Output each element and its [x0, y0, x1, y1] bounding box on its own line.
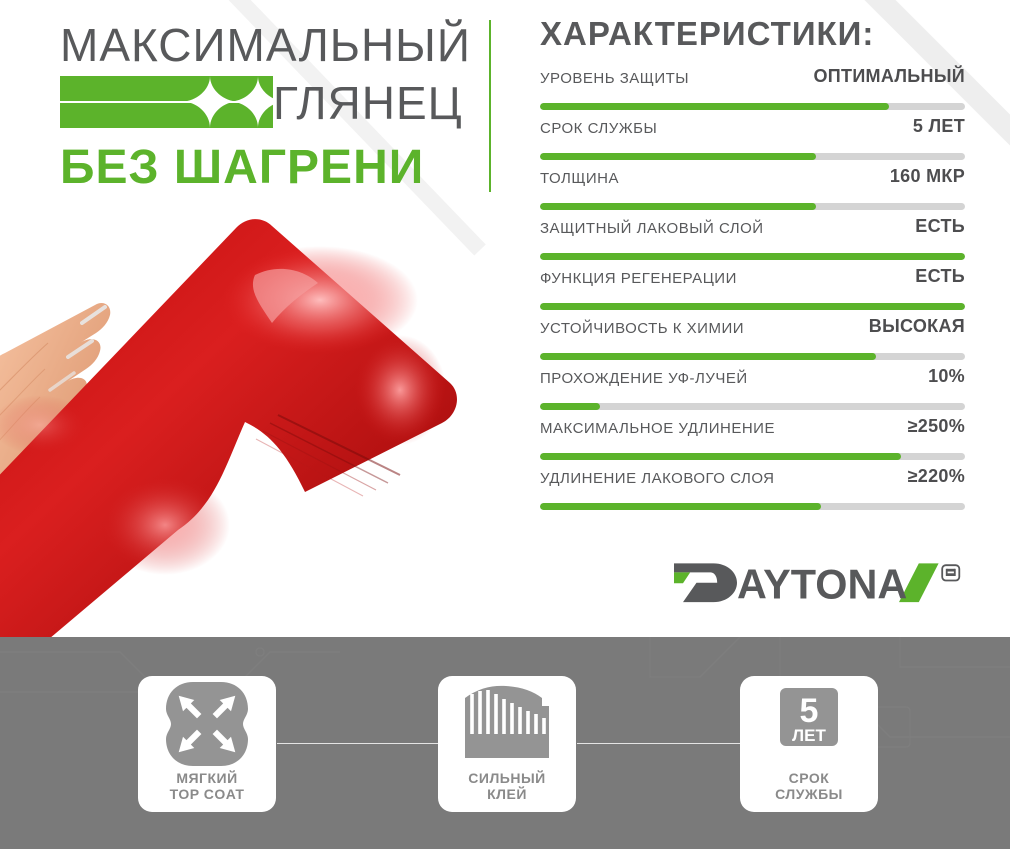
svg-text:5: 5	[800, 692, 819, 730]
svg-text:ЛЕТ: ЛЕТ	[792, 726, 826, 745]
